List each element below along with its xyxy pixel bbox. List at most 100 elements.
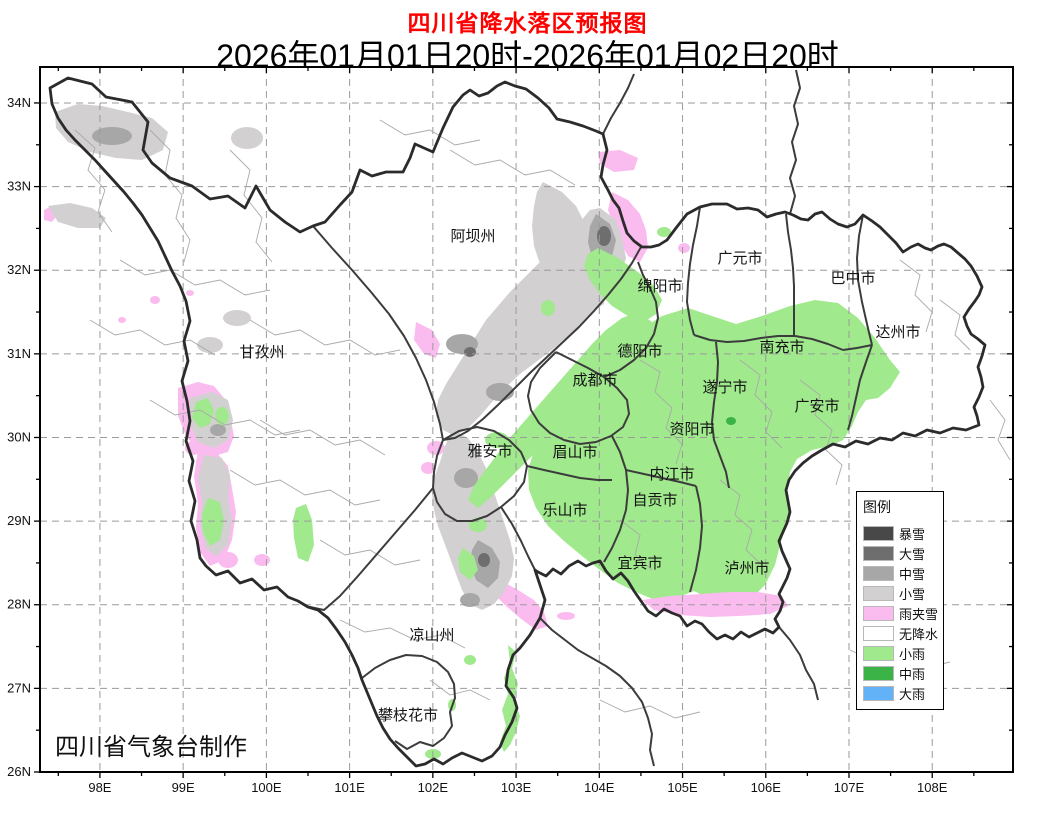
city-label-南充市: 南充市 — [759, 339, 804, 356]
city-label-成都市: 成都市 — [572, 372, 617, 389]
legend-label: 小雨 — [899, 646, 926, 662]
axis-ticks — [34, 67, 1013, 778]
city-label-雅安市: 雅安市 — [467, 443, 512, 460]
y-axis-label: 26N — [7, 764, 31, 779]
patch-小雪 — [231, 127, 263, 149]
patch-小雨 — [293, 504, 314, 562]
patch-小雨 — [584, 248, 662, 322]
legend-item: 无降水 — [863, 623, 943, 643]
legend-swatch — [863, 545, 894, 561]
patch-小雨 — [468, 312, 652, 508]
patch-小雨 — [500, 645, 520, 752]
city-label-攀枝花市: 攀枝花市 — [378, 707, 438, 724]
legend-swatch — [863, 585, 894, 601]
y-axis-label: 34N — [7, 95, 31, 110]
patch-小雨 — [657, 227, 671, 237]
legend-label: 雨夹雪 — [899, 606, 939, 622]
x-axis-label: 108E — [917, 780, 948, 795]
y-axis-label: 29N — [7, 513, 31, 528]
patch-小雪 — [436, 208, 626, 436]
patch-中雨 — [726, 417, 736, 425]
city-label-乐山市: 乐山市 — [542, 502, 587, 519]
patch-中雪 — [460, 593, 480, 607]
map-frame — [39, 66, 1014, 773]
legend-label: 大雪 — [899, 546, 926, 562]
legend-swatch — [863, 625, 894, 641]
city-label-德阳市: 德阳市 — [617, 342, 662, 360]
legend-swatch — [863, 605, 894, 621]
city-label-眉山市: 眉山市 — [552, 444, 597, 461]
y-axis-label: 33N — [7, 179, 31, 194]
city-label-宜宾市: 宜宾市 — [617, 555, 662, 572]
prefecture-boundaries — [309, 206, 873, 750]
y-axis-label: 30N — [7, 429, 31, 444]
patch-中雪 — [92, 127, 132, 145]
legend-item: 中雨 — [863, 663, 943, 683]
x-axis-label: 99E — [172, 780, 195, 795]
city-label-泸州市: 泸州市 — [724, 560, 769, 577]
x-axis-label: 100E — [251, 780, 282, 795]
city-label-内江市: 内江市 — [649, 466, 694, 483]
patch-大雪 — [478, 553, 490, 567]
x-axis-label: 105E — [667, 780, 698, 795]
city-label-自贡市: 自贡市 — [632, 492, 677, 509]
x-axis-label: 102E — [418, 780, 449, 795]
y-axis-label: 27N — [7, 680, 31, 695]
patch-雨夹雪 — [598, 150, 638, 172]
city-label-阿坝州: 阿坝州 — [450, 228, 495, 245]
patch-雨夹雪 — [118, 317, 126, 323]
legend-label: 无降水 — [899, 626, 939, 642]
legend-swatch — [863, 685, 894, 701]
legend-item: 暴雪 — [863, 523, 943, 543]
patch-雨夹雪 — [254, 554, 270, 566]
y-axis-label: 31N — [7, 346, 31, 361]
patch-雨夹雪 — [186, 290, 194, 296]
legend-item: 雨夹雪 — [863, 603, 943, 623]
legend-item: 小雨 — [863, 643, 943, 663]
patch-小雨 — [192, 398, 214, 428]
city-label-达州市: 达州市 — [875, 324, 920, 341]
x-axis-label: 103E — [501, 780, 532, 795]
patch-小雨 — [215, 407, 229, 425]
patch-小雪 — [223, 310, 251, 326]
patch-中雪 — [454, 468, 478, 488]
legend-swatch — [863, 525, 894, 541]
patch-雨夹雪 — [421, 462, 435, 474]
legend-item: 大雨 — [863, 683, 943, 703]
legend-label: 暴雪 — [899, 526, 926, 542]
patch-小雪 — [48, 203, 106, 228]
legend-item: 中雪 — [863, 563, 943, 583]
city-label-资阳市: 资阳市 — [669, 421, 714, 438]
x-axis-label: 104E — [584, 780, 615, 795]
legend-rows: 暴雪大雪中雪小雪雨夹雪无降水小雨中雨大雨 — [863, 523, 943, 703]
legend-title: 图例 — [863, 499, 891, 515]
patch-小雨 — [458, 548, 478, 580]
patch-雨夹雪 — [414, 322, 440, 358]
legend-swatch — [863, 565, 894, 581]
legend-swatch — [863, 665, 894, 681]
legend-label: 小雪 — [899, 586, 926, 602]
legend-item: 小雪 — [863, 583, 943, 603]
patch-大雪 — [464, 347, 476, 357]
patch-小雪 — [197, 337, 223, 353]
city-label-甘孜州: 甘孜州 — [239, 344, 284, 361]
patch-雨夹雪 — [678, 243, 690, 253]
city-label-遂宁市: 遂宁市 — [702, 379, 747, 396]
x-axis-label: 98E — [88, 780, 111, 795]
outside-province-boundaries — [539, 69, 819, 767]
y-axis-label: 28N — [7, 597, 31, 612]
city-label-凉山州: 凉山州 — [409, 627, 454, 644]
patch-大雪 — [597, 226, 611, 246]
city-label-巴中市: 巴中市 — [830, 270, 875, 287]
patch-小雨 — [464, 655, 476, 665]
city-label-广安市: 广安市 — [794, 398, 839, 415]
legend-label: 大雨 — [899, 686, 926, 702]
legend-label: 中雨 — [899, 666, 926, 682]
attribution-text: 四川省气象台制作 — [55, 734, 247, 761]
legend-label: 中雪 — [899, 566, 926, 582]
x-axis-label: 106E — [751, 780, 782, 795]
patch-小雨 — [541, 300, 555, 316]
legend-box: 图例 暴雪大雪中雪小雪雨夹雪无降水小雨中雨大雨 — [856, 491, 944, 710]
